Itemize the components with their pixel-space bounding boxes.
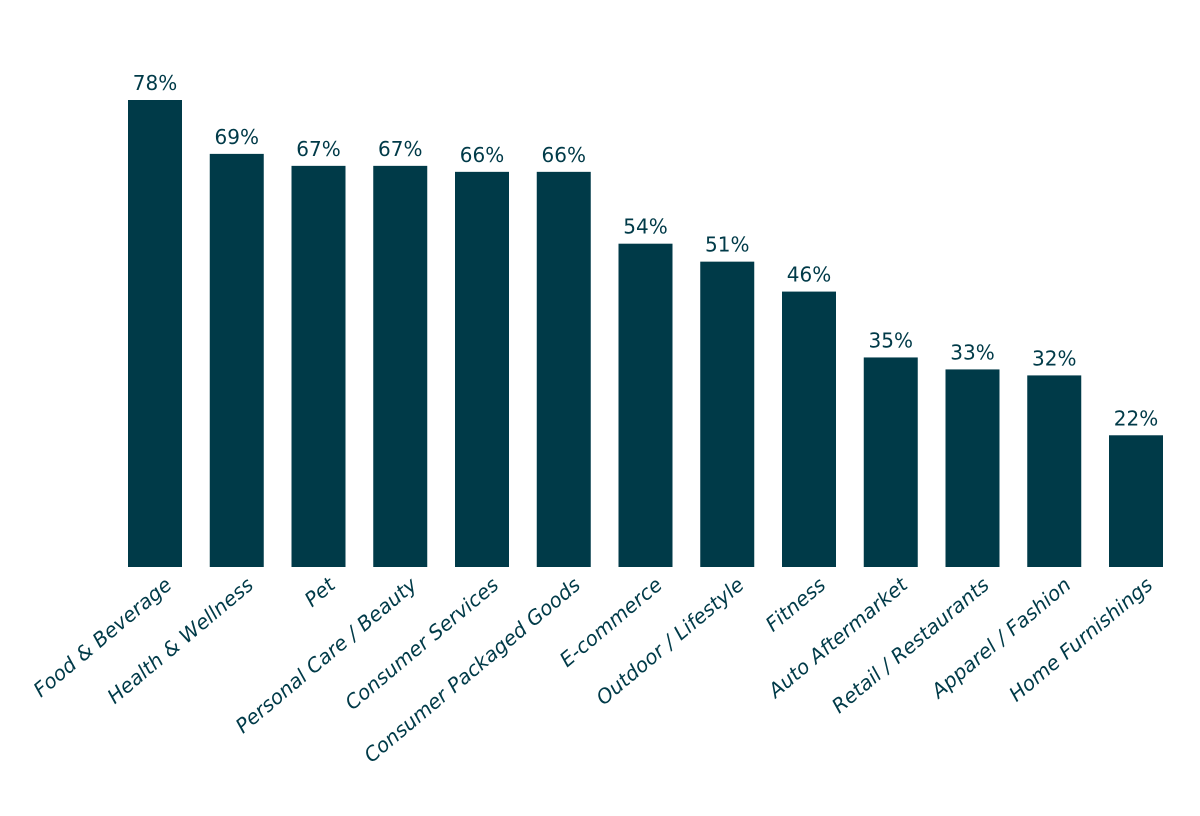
value-label-auto-aftermarket: 35% (869, 328, 913, 352)
category-label-retail-restaurants: Retail / Restaurants (827, 572, 994, 717)
value-label-home-furnishings: 22% (1114, 406, 1158, 430)
category-label-consumer-services: Consumer Services (340, 572, 503, 714)
bar-apparel-fashion (1027, 375, 1082, 567)
value-label-personal-care-beauty: 67% (378, 137, 422, 161)
value-label-outdoor-lifestyle: 51% (705, 233, 749, 257)
bar-fitness (782, 291, 836, 567)
value-label-apparel-fashion: 32% (1032, 346, 1076, 370)
bar-pet (291, 165, 346, 568)
value-label-e-commerce: 54% (623, 215, 667, 239)
category-label-home-furnishings: Home Furnishings (1004, 572, 1157, 706)
bar-retail-restaurants (945, 369, 1000, 567)
value-label-health-wellness: 69% (215, 125, 259, 149)
category-label-outdoor-lifestyle: Outdoor / Lifestyle (591, 572, 748, 709)
category-label-apparel-fashion: Apparel / Fashion (925, 572, 1075, 704)
bar-personal-care-beauty (373, 165, 428, 568)
category-label-pet: Pet (300, 572, 341, 612)
bar-consumer-packaged-goods (536, 171, 591, 567)
bar-health-wellness (209, 153, 264, 567)
value-label-pet: 67% (296, 137, 340, 161)
category-label-auto-aftermarket: Auto Aftermarket (762, 572, 913, 704)
value-label-consumer-services: 66% (460, 143, 504, 167)
value-label-food-beverage: 78% (133, 71, 177, 95)
value-label-fitness: 46% (787, 263, 831, 287)
category-label-health-wellness: Health & Wellness (102, 572, 258, 708)
bar-auto-aftermarket (863, 357, 918, 567)
bar-e-commerce (618, 243, 673, 567)
value-labels-layer: 78% 69% 67% 67% 66% 66% 54% 51% 46% 35% 33% 32% 22% (133, 71, 1158, 430)
bar-outdoor-lifestyle (700, 261, 755, 567)
bar-food-beverage (128, 100, 182, 567)
bar-consumer-services (455, 171, 509, 567)
category-label-fitness: Fitness (761, 572, 831, 636)
bar-home-furnishings (1109, 435, 1163, 567)
value-label-retail-restaurants: 33% (950, 340, 994, 364)
category-label-food-beverage: Food & Beverage (29, 572, 177, 701)
bars-layer (128, 100, 1163, 568)
value-label-consumer-packaged-goods: 66% (542, 143, 586, 167)
